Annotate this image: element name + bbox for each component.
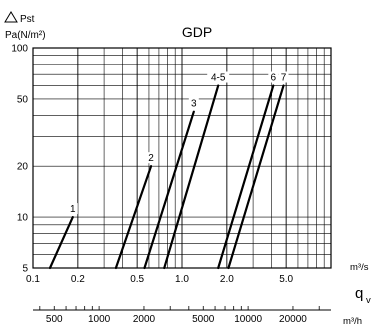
curve-6 [217,84,275,270]
y-tick-label: 100 [11,44,28,55]
chart-title: GDP [182,24,212,40]
x-unit-secondary: m³/h [343,316,362,327]
x-tick-label-primary: 1.0 [175,274,189,285]
label-layer: 1 2 3 4-5 6 7 [67,71,289,215]
curve-2 [114,165,153,270]
curve-1 [48,215,74,270]
y-tick-label: 50 [17,94,29,105]
curve-label-bg [268,71,279,83]
y-axis-label-line1: Pst [20,14,35,25]
y-tick-label: 10 [17,213,29,224]
curve-label-6: 6 [271,73,277,84]
curve-label-bg [188,97,199,109]
y-axis-label: Pst Pa(N/m²) [4,11,46,41]
curve-label-bg [278,71,289,83]
x-tick-label-secondary: 1000 [88,314,111,325]
curve-7 [227,84,285,270]
y-tick-label: 20 [17,162,29,173]
x-tick-label-primary: 0.5 [130,274,144,285]
curve-label-3: 3 [191,99,197,110]
x-axis-label-subscript: v [366,295,371,306]
x-tick-label-secondary: 10000 [234,314,262,325]
grid [33,48,331,268]
x-unit-primary: m³/s [350,262,369,273]
y-axis-label-line2: Pa(N/m²) [5,30,46,41]
curve-label-4-5: 4-5 [211,73,226,84]
series-layer [48,84,285,270]
x-axis-label: q v [355,285,371,306]
curve-label-7: 7 [281,73,287,84]
plot-frame [32,47,332,269]
delta-icon [4,11,18,23]
curve-4-5 [163,84,220,270]
x-tick-label-secondary: 500 [46,314,63,325]
x-tick-label-secondary: 5000 [192,314,215,325]
y-tick-label: 5 [22,264,28,275]
x-tick-label-primary: 0.1 [26,274,40,285]
curve-label-2: 2 [148,153,154,164]
x-tick-label-primary: 5.0 [279,274,293,285]
curve-label-1: 1 [70,204,76,215]
curve-label-bg [146,152,157,164]
x-tick-label-primary: 0.2 [71,274,85,285]
x-tick-label-secondary: 2000 [133,314,156,325]
x-axis-label-symbol: q [355,285,363,302]
x-tick-label-primary: 2.0 [220,274,234,285]
curve-label-bg [207,71,230,83]
x-tick-label-secondary: 20000 [279,314,307,325]
curve-3 [143,110,195,270]
tick-layer: 5 10 20 50 100 0.1 0.2 0.5 1.0 2.0 5.0 500 1000 2000 5… [11,44,331,325]
curve-label-bg [67,203,78,215]
